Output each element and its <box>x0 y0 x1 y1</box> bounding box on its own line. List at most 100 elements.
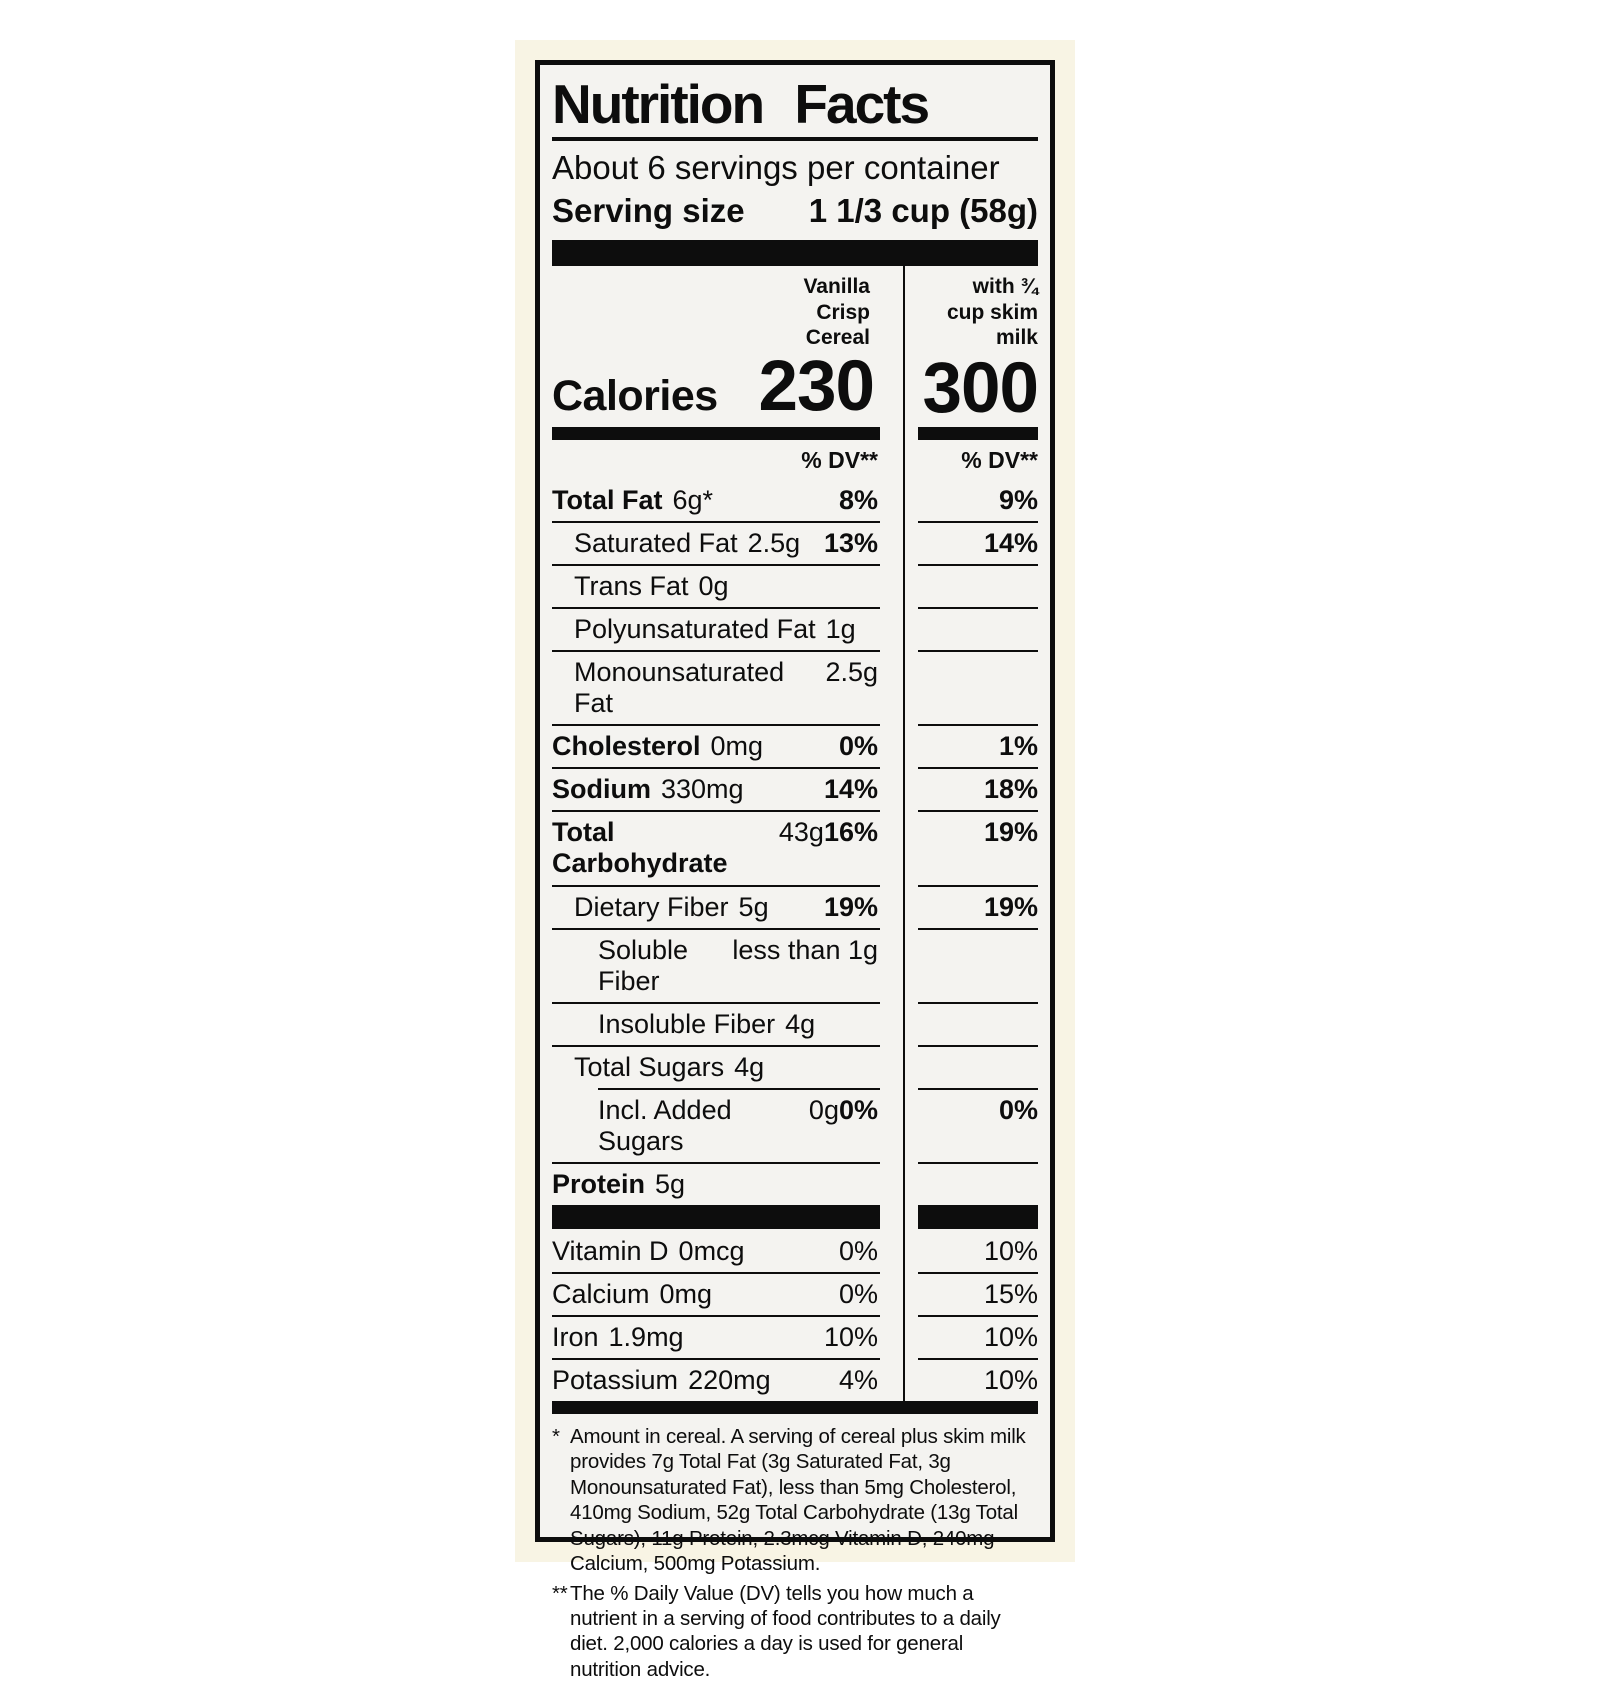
nutrient-row: Trans Fat 0g <box>552 564 1038 607</box>
nutrient-dv-milk: 18% <box>983 774 1038 805</box>
columns-region: Vanilla Crisp Cereal with ¾ cup skim mil… <box>552 266 1039 1402</box>
nutrient-row: Potassium 220mg 4% 10% <box>552 1358 1038 1401</box>
column-header-milk: with ¾ cup skim milk <box>946 275 1038 349</box>
nutrient-row: Total Sugars 4g <box>552 1044 1038 1088</box>
nutrient-name: Soluble Fiber <box>598 934 689 996</box>
nutrient-row: Protein 5g <box>552 1161 1038 1205</box>
calories-value-cereal: 230 <box>758 347 875 427</box>
nutrient-dv-milk: 1% <box>998 731 1038 762</box>
nutrient-amount: 1.9mg <box>608 1321 684 1352</box>
nutrient-amount: 5g <box>738 891 769 922</box>
nutrient-amount: 5g <box>655 1168 686 1199</box>
nutrient-name: Incl. Added Sugars <box>598 1094 732 1156</box>
nutrient-name: Sodium <box>552 774 651 805</box>
nutrient-rows: Total Fat 6g* 8% 9% Saturated Fat 2.5g 13% 1… <box>552 478 1038 1205</box>
nutrient-dv-milk: 19% <box>983 891 1038 922</box>
dv-header-milk: % DV** <box>961 447 1038 474</box>
thick-separator-bar <box>552 240 1038 267</box>
serving-size-label: Serving size <box>552 191 745 229</box>
nutrient-row: Incl. Added Sugars 0g 0% 0% <box>552 1087 1038 1162</box>
dv-header-cereal: % DV** <box>801 447 878 474</box>
nutrient-amount: 1g <box>825 614 856 645</box>
nutrient-row: Insoluble Fiber 4g <box>552 1001 1038 1045</box>
nutrient-name: Insoluble Fiber <box>598 1008 776 1039</box>
nutrient-dv-milk: 10% <box>983 1365 1038 1396</box>
calories-label: Calories <box>552 372 718 421</box>
nutrient-amount: 0g <box>698 571 729 602</box>
footnotes: * Amount in cereal. A serving of cereal … <box>552 1424 1038 1682</box>
nutrient-row: Total Carbohydrate 43g 16% 19% <box>552 810 1038 884</box>
nutrient-row: Sodium 330mg 14% 18% <box>552 767 1038 810</box>
footnote-amount-in-cereal: * Amount in cereal. A serving of cereal … <box>552 1424 1038 1576</box>
nutrient-dv-cereal: 10% <box>823 1321 878 1352</box>
nutrient-row: Iron 1.9mg 10% 10% <box>552 1314 1038 1358</box>
nutrient-name: Monounsaturated Fat <box>574 657 785 719</box>
nutrient-row: Polyunsaturated Fat 1g <box>552 607 1038 650</box>
footnote-text: The % Daily Value (DV) tells you how muc… <box>570 1581 1001 1681</box>
nutrient-dv-milk: 9% <box>998 485 1038 516</box>
nutrient-dv-milk: 10% <box>983 1235 1038 1266</box>
nutrient-dv-milk: 14% <box>983 528 1038 559</box>
nutrient-dv-cereal: 0% <box>838 1278 878 1309</box>
nutrient-amount: 6g* <box>672 485 714 516</box>
nutrient-amount: 2.5g <box>825 657 878 688</box>
nutrient-amount: 220mg <box>688 1365 771 1396</box>
column-header-cereal: Vanilla Crisp Cereal <box>803 275 870 349</box>
nutrient-row: Dietary Fiber 5g 19% 19% <box>552 884 1038 928</box>
footnote-marker: ** <box>552 1581 568 1605</box>
nutrient-amount: 0g <box>808 1094 839 1125</box>
nutrient-row: Cholesterol 0mg 0% 1% <box>552 724 1038 767</box>
vitamin-rows: Vitamin D 0mcg 0% 10% Calcium 0mg 0% 15% Iro… <box>552 1229 1038 1401</box>
calories-row: Calories 230 300 <box>552 347 1039 428</box>
nutrient-name: Cholesterol <box>552 731 701 762</box>
serving-size-row: Serving size 1 1/3 cup (58g) <box>552 191 1038 231</box>
protein-separator-bar <box>552 1204 1038 1229</box>
cropped-text-remnant <box>758 44 772 50</box>
nutrient-name: Total Carbohydrate <box>552 817 728 879</box>
nutrient-dv-cereal: 13% <box>823 528 878 559</box>
nutrient-amount: 0mg <box>710 731 764 762</box>
nutrient-name: Total Sugars <box>574 1051 725 1082</box>
footnote-marker: * <box>552 1425 560 1449</box>
nutrient-amount: 330mg <box>661 774 744 805</box>
nutrient-amount: less than 1g <box>732 934 878 965</box>
nutrient-amount: 0mg <box>659 1278 713 1309</box>
panel-title: Nutrition Facts <box>552 73 930 135</box>
nutrient-dv-milk: 10% <box>983 1321 1038 1352</box>
nutrient-amount: 4g <box>734 1051 765 1082</box>
calories-separator-bar <box>552 427 1038 441</box>
daily-value-header-row: % DV** % DV** <box>552 440 1038 478</box>
nutrient-row: Calcium 0mg 0% 15% <box>552 1271 1038 1315</box>
nutrient-name: Iron <box>552 1321 599 1352</box>
bottom-separator-bar <box>552 1401 1038 1415</box>
nutrient-row: Saturated Fat 2.5g 13% 14% <box>552 521 1038 564</box>
nutrient-amount: 43g <box>778 817 824 848</box>
nutrient-dv-cereal: 16% <box>823 817 878 848</box>
nutrient-amount: 2.5g <box>747 528 801 559</box>
nutrient-dv-milk: 0% <box>998 1094 1038 1125</box>
column-divider <box>903 266 905 1402</box>
nutrient-amount: 4g <box>785 1008 816 1039</box>
nutrient-dv-cereal: 0% <box>838 1094 878 1125</box>
calories-value-milk: 300 <box>922 348 1039 428</box>
nutrient-row: Monounsaturated Fat 2.5g <box>552 650 1038 724</box>
nutrient-dv-milk: 19% <box>983 817 1038 848</box>
nutrient-dv-milk: 15% <box>983 1278 1038 1309</box>
nutrient-name: Total Fat <box>552 485 663 516</box>
nutrient-name: Trans Fat <box>574 571 689 602</box>
nutrient-name: Protein <box>552 1168 646 1199</box>
footnote-daily-value: ** The % Daily Value (DV) tells you how … <box>552 1581 1038 1682</box>
nutrient-row: Soluble Fiber less than 1g <box>552 927 1038 1002</box>
footnote-text: Amount in cereal. A serving of cereal pl… <box>570 1425 1026 1576</box>
cropped-text-remnant <box>700 47 705 54</box>
servings-per-container: About 6 servings per container <box>552 149 1000 187</box>
nutrient-dv-cereal: 14% <box>823 774 878 805</box>
nutrient-name: Potassium <box>552 1365 679 1396</box>
serving-size-value: 1 1/3 cup (58g) <box>808 191 1038 229</box>
nutrient-dv-cereal: 4% <box>838 1365 878 1396</box>
nutrient-name: Dietary Fiber <box>574 891 729 922</box>
nutrient-name: Calcium <box>552 1278 650 1309</box>
nutrient-row: Vitamin D 0mcg 0% 10% <box>552 1229 1038 1272</box>
nutrient-dv-cereal: 0% <box>838 731 878 762</box>
column-headers: Vanilla Crisp Cereal with ¾ cup skim mil… <box>552 266 1038 352</box>
